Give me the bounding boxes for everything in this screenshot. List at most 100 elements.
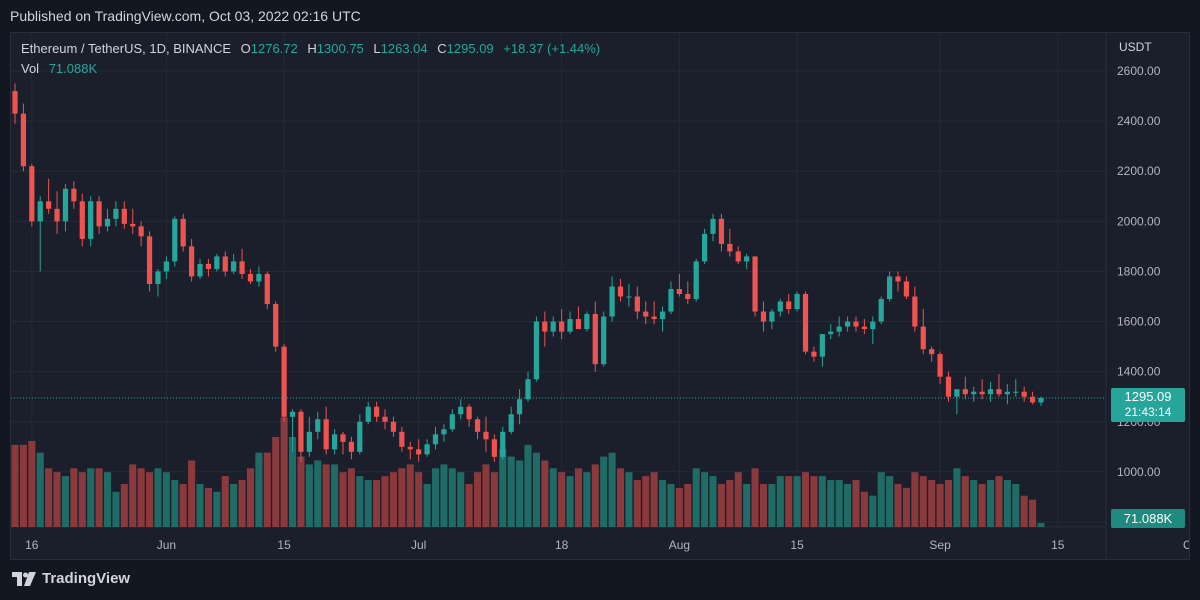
candle-body: [954, 389, 960, 397]
volume-bar: [70, 468, 78, 527]
candle-body: [180, 218, 186, 247]
candle-body: [96, 201, 102, 227]
volume-bar: [95, 468, 103, 527]
volume-bar: [322, 464, 330, 527]
candle-body: [668, 288, 674, 312]
candles: [12, 83, 1044, 462]
x-tick-label: Aug: [669, 538, 690, 552]
volume-bar: [911, 472, 919, 527]
volume-bar: [457, 472, 465, 527]
x-tick-label: Jul: [411, 538, 426, 552]
volume-bar: [642, 476, 650, 527]
y-tick-label: 1400.00: [1117, 365, 1161, 379]
candle-body: [962, 389, 968, 395]
candle-body: [29, 166, 35, 222]
candle-body: [559, 321, 565, 332]
volume-bar: [465, 483, 473, 527]
tradingview-logo-icon: [12, 571, 36, 586]
candle-body: [987, 389, 994, 395]
volume-bar: [474, 472, 482, 527]
candle-body: [811, 351, 817, 357]
volume-bar: [263, 452, 271, 527]
volume-bar: [541, 460, 549, 527]
candle-body: [222, 256, 228, 272]
candle-body: [79, 201, 85, 239]
candle-body: [929, 349, 935, 355]
volume-bar: [230, 483, 238, 527]
candle-body: [710, 218, 716, 234]
candle-body: [264, 273, 270, 305]
candle-body: [651, 316, 657, 320]
open-key: O: [240, 41, 251, 56]
symbol-label[interactable]: Ethereum / TetherUS, 1D, BINANCE: [21, 41, 232, 56]
candle-body: [626, 296, 632, 298]
candle-body: [979, 391, 985, 395]
y-tick-label: 1800.00: [1117, 264, 1161, 278]
candle-body: [609, 286, 615, 317]
volume-bar: [659, 480, 667, 527]
candle-body: [172, 218, 178, 262]
volume-bar: [852, 480, 860, 527]
volume-bar: [1020, 495, 1028, 527]
candle-body: [483, 431, 489, 440]
tradingview-brand[interactable]: TradingView: [12, 570, 130, 587]
volume-bar: [213, 491, 221, 527]
volume-bar: [36, 452, 44, 527]
volume-bar: [684, 483, 692, 527]
volume-bars: [11, 417, 1045, 527]
volume-bar: [566, 476, 574, 527]
candle-body: [247, 273, 254, 282]
candle-body: [744, 256, 750, 262]
candle-body: [584, 314, 590, 330]
volume-bar: [574, 468, 582, 527]
candle-body: [676, 288, 682, 294]
volume-bar: [583, 472, 591, 527]
chart-frame[interactable]: 2600.00 2400.00 2200.00 2000.00 1800.00 1600.…: [10, 32, 1190, 560]
volume-bar: [944, 480, 953, 527]
candle-body: [592, 314, 598, 365]
volume-key[interactable]: Vol: [21, 61, 40, 76]
volume-bar: [137, 468, 145, 527]
volume-bar: [120, 483, 128, 527]
candle-body: [306, 431, 312, 452]
last-price-label: 1295.09: [1125, 389, 1172, 404]
candle-body: [752, 256, 758, 312]
candle-body: [146, 236, 153, 284]
volume-bar: [280, 417, 288, 527]
candle-body: [214, 256, 220, 269]
volume-bar: [28, 440, 36, 527]
volume-bar: [347, 468, 355, 527]
high-value: 1300.75: [316, 41, 364, 56]
volume-bar: [162, 472, 170, 527]
candle-body: [1029, 396, 1036, 403]
volume-bar: [61, 476, 69, 527]
time-axis: 16 Jun 15 Jul 18 Aug 15 Sep 15 Oct: [25, 538, 1189, 552]
volume-bar: [844, 483, 852, 527]
volume-bar: [549, 468, 557, 527]
candle-body: [130, 223, 136, 227]
candle-body: [289, 411, 296, 417]
candle-body: [1004, 391, 1010, 395]
candle-body: [281, 346, 287, 417]
y-tick-label: 1600.00: [1117, 315, 1161, 329]
candle-body: [138, 226, 144, 237]
last-price-badge: 1295.09 21:43:14: [1111, 387, 1185, 422]
candle-body: [374, 406, 380, 417]
candle-body: [188, 246, 195, 277]
volume-bar: [776, 476, 784, 527]
volume-bar: [995, 476, 1003, 527]
candle-body: [1038, 397, 1044, 403]
candle-body: [113, 208, 119, 219]
candle-body: [718, 218, 725, 244]
volume-value: 71.088K: [48, 61, 98, 76]
candlestick-chart[interactable]: 2600.00 2400.00 2200.00 2000.00 1800.00 1600.…: [11, 33, 1189, 559]
candle-body: [828, 331, 834, 335]
candle-body: [382, 416, 388, 422]
volume-bar: [288, 437, 297, 527]
volume-bar: [869, 495, 877, 527]
volume-bar: [1003, 480, 1011, 527]
volume-bar: [768, 483, 776, 527]
candle-body: [567, 319, 573, 332]
volume-bar: [524, 444, 532, 527]
volume-bar: [129, 464, 137, 527]
